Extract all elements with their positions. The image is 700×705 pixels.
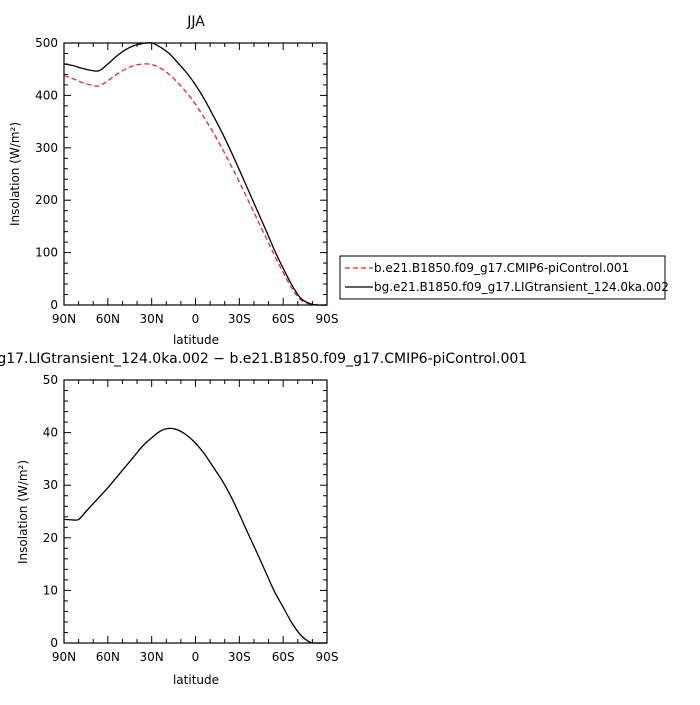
- series-line-1: [63, 42, 328, 306]
- x-tick-label: 90N: [52, 650, 76, 664]
- top-chart-xlabel: latitude: [173, 333, 219, 347]
- x-tick-label: 30S: [228, 650, 251, 664]
- y-tick-label: 0: [50, 636, 58, 650]
- chart-0: 90N 60N 30N 0 30S 60S 90S 0 100 200 300 400 500: [35, 36, 338, 326]
- legend: b.e21.B1850.f09_g17.CMIP6-piControl.001 …: [339, 255, 669, 300]
- bottom-chart-title: bg.e21.B1850.f09_g17.LIGtransient_124.0k…: [0, 351, 527, 367]
- top-chart-ylabel: Insolation (W/m²): [8, 122, 22, 226]
- y-tick-label: 500: [35, 36, 58, 50]
- series-line-0: [63, 427, 328, 644]
- x-tick-label: 90S: [316, 312, 339, 326]
- y-tick-label: 200: [35, 193, 58, 207]
- x-tick-label: 60S: [272, 312, 295, 326]
- legend-label-picontrol: b.e21.B1850.f09_g17.CMIP6-piControl.001: [374, 261, 629, 275]
- y-tick-label: 10: [43, 583, 58, 597]
- x-tick-label: 30N: [140, 312, 164, 326]
- x-tick-label: 60S: [272, 650, 295, 664]
- x-tick-label: 30N: [140, 650, 164, 664]
- y-tick-label: 40: [43, 426, 58, 440]
- x-tick-label: 0: [192, 650, 200, 664]
- x-tick-label: 0: [192, 312, 200, 326]
- y-tick-label: 100: [35, 246, 58, 260]
- series-line-0: [63, 63, 328, 306]
- plot-frame: [63, 42, 328, 306]
- plot-frame: [63, 379, 328, 644]
- x-tick-label: 60N: [96, 650, 120, 664]
- legend-box: [339, 255, 666, 300]
- legend-label-ligtransient: bg.e21.B1850.f09_g17.LIGtransient_124.0k…: [374, 280, 669, 294]
- bottom-chart-xlabel: latitude: [173, 673, 219, 687]
- top-chart-title: JJA: [186, 14, 205, 30]
- x-tick-label: 90N: [52, 312, 76, 326]
- x-tick-label: 60N: [96, 312, 120, 326]
- x-tick-label: 30S: [228, 312, 251, 326]
- y-tick-label: 0: [50, 298, 58, 312]
- bottom-chart-ylabel: Insolation (W/m²): [16, 460, 30, 564]
- y-tick-label: 300: [35, 141, 58, 155]
- y-tick-label: 30: [43, 478, 58, 492]
- y-tick-label: 50: [43, 373, 58, 387]
- x-tick-label: 90S: [316, 650, 339, 664]
- chart-1: 90N 60N 30N 0 30S 60S 90S 0 10 20 30 40 50: [43, 373, 339, 664]
- y-tick-label: 20: [43, 531, 58, 545]
- y-tick-label: 400: [35, 88, 58, 102]
